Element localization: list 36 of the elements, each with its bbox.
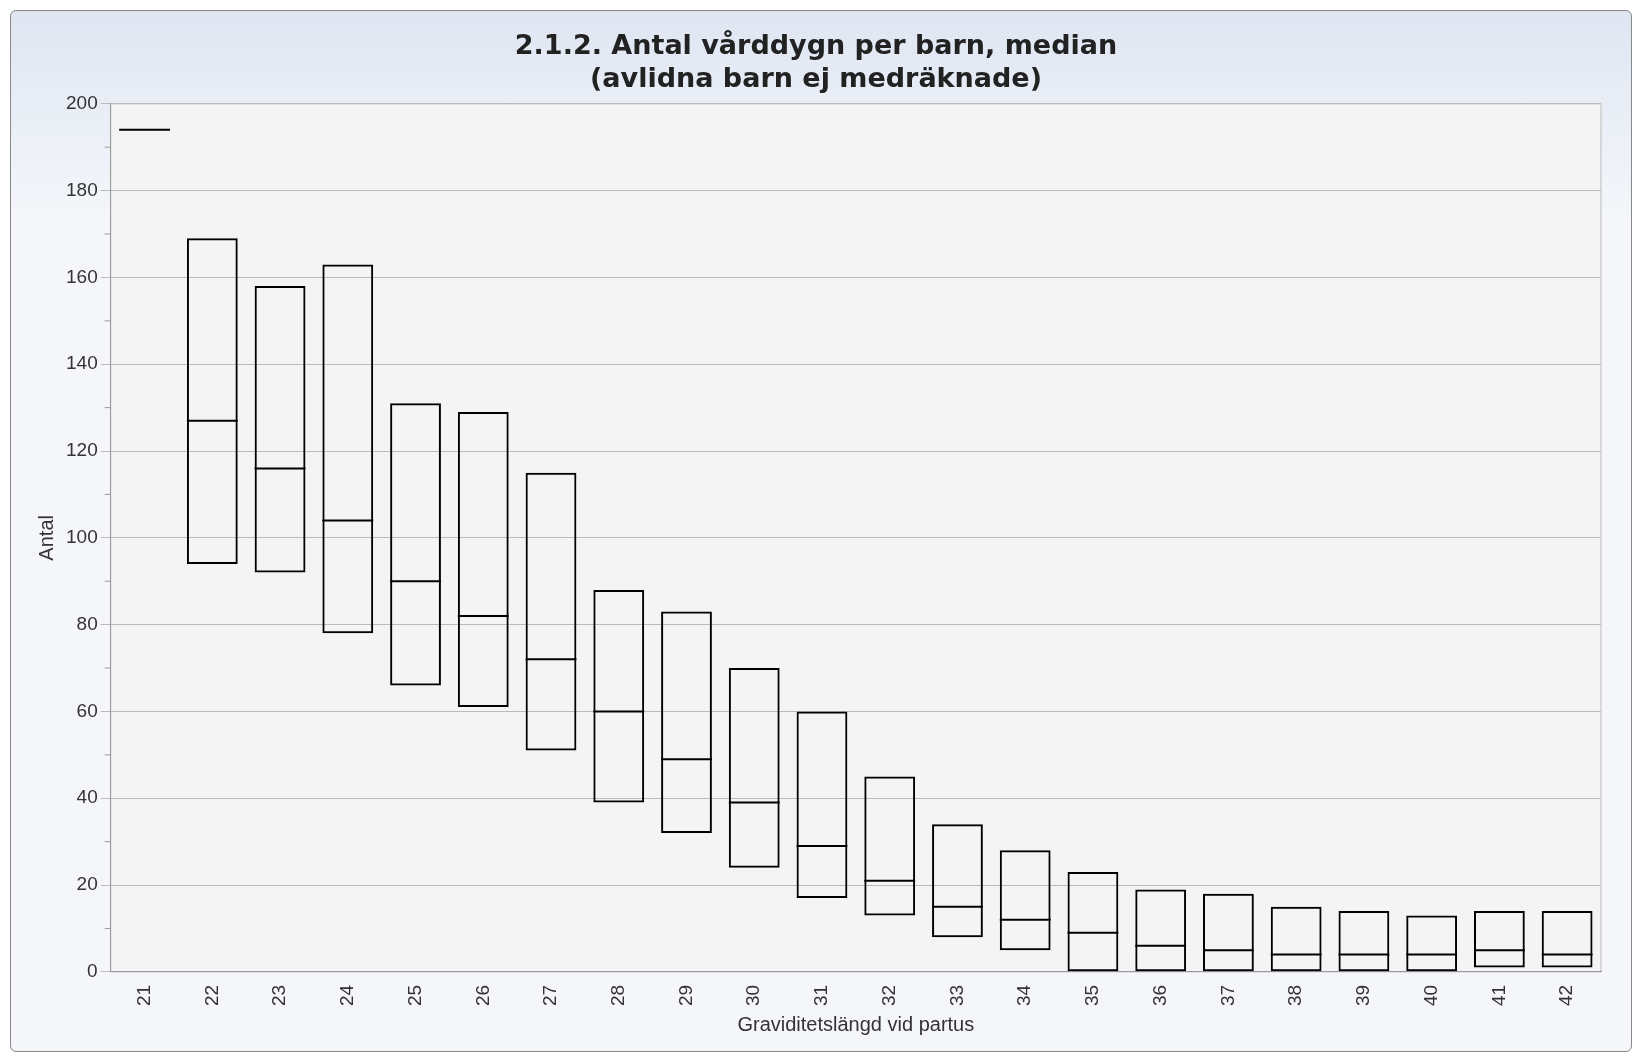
y-tick-label: 100 (66, 526, 98, 548)
x-tick-label: 21 (132, 984, 154, 1007)
x-tick-label: 39 (1352, 984, 1374, 1007)
y-tick-label: 20 (76, 873, 98, 895)
x-tick-label: 35 (1081, 984, 1103, 1007)
x-tick-label: 30 (742, 984, 764, 1007)
x-tick-label: 36 (1148, 984, 1170, 1007)
x-tick-label: 22 (200, 984, 222, 1007)
x-tick-label: 29 (674, 984, 696, 1007)
x-axis-title: Graviditetslängd vid partus (737, 1012, 975, 1035)
y-tick-label: 120 (66, 439, 98, 461)
x-tick-label: 34 (1013, 984, 1035, 1007)
x-tick-label: 24 (336, 984, 358, 1007)
x-tick-label: 27 (539, 984, 561, 1007)
y-tick-label: 160 (66, 265, 98, 287)
x-tick-label: 25 (403, 984, 425, 1007)
x-tick-label: 37 (1216, 984, 1238, 1007)
x-tick-label: 40 (1419, 984, 1441, 1007)
x-tick-label: 41 (1487, 984, 1509, 1007)
y-axis-title: Antal (34, 515, 57, 561)
x-tick-label: 28 (606, 984, 628, 1007)
x-tick-label: 32 (877, 984, 899, 1007)
x-tick-label: 38 (1284, 984, 1306, 1007)
x-tick-label: 31 (810, 984, 832, 1007)
y-tick-label: 0 (87, 960, 98, 982)
chart-title: 2.1.2. Antal vårddygn per barn, median (avlidna barn ej medräknade) (514, 29, 1118, 93)
y-tick-label: 80 (76, 612, 98, 634)
x-tick-label: 33 (945, 984, 967, 1007)
y-tick-label: 40 (76, 786, 98, 808)
x-tick-label: 23 (268, 984, 290, 1007)
y-tick-label: 180 (66, 178, 98, 200)
y-tick-label: 200 (66, 92, 98, 114)
x-tick-label: 42 (1555, 984, 1577, 1007)
y-tick-label: 60 (76, 699, 98, 721)
y-tick-label: 140 (66, 352, 98, 374)
x-tick-label: 26 (471, 984, 493, 1007)
